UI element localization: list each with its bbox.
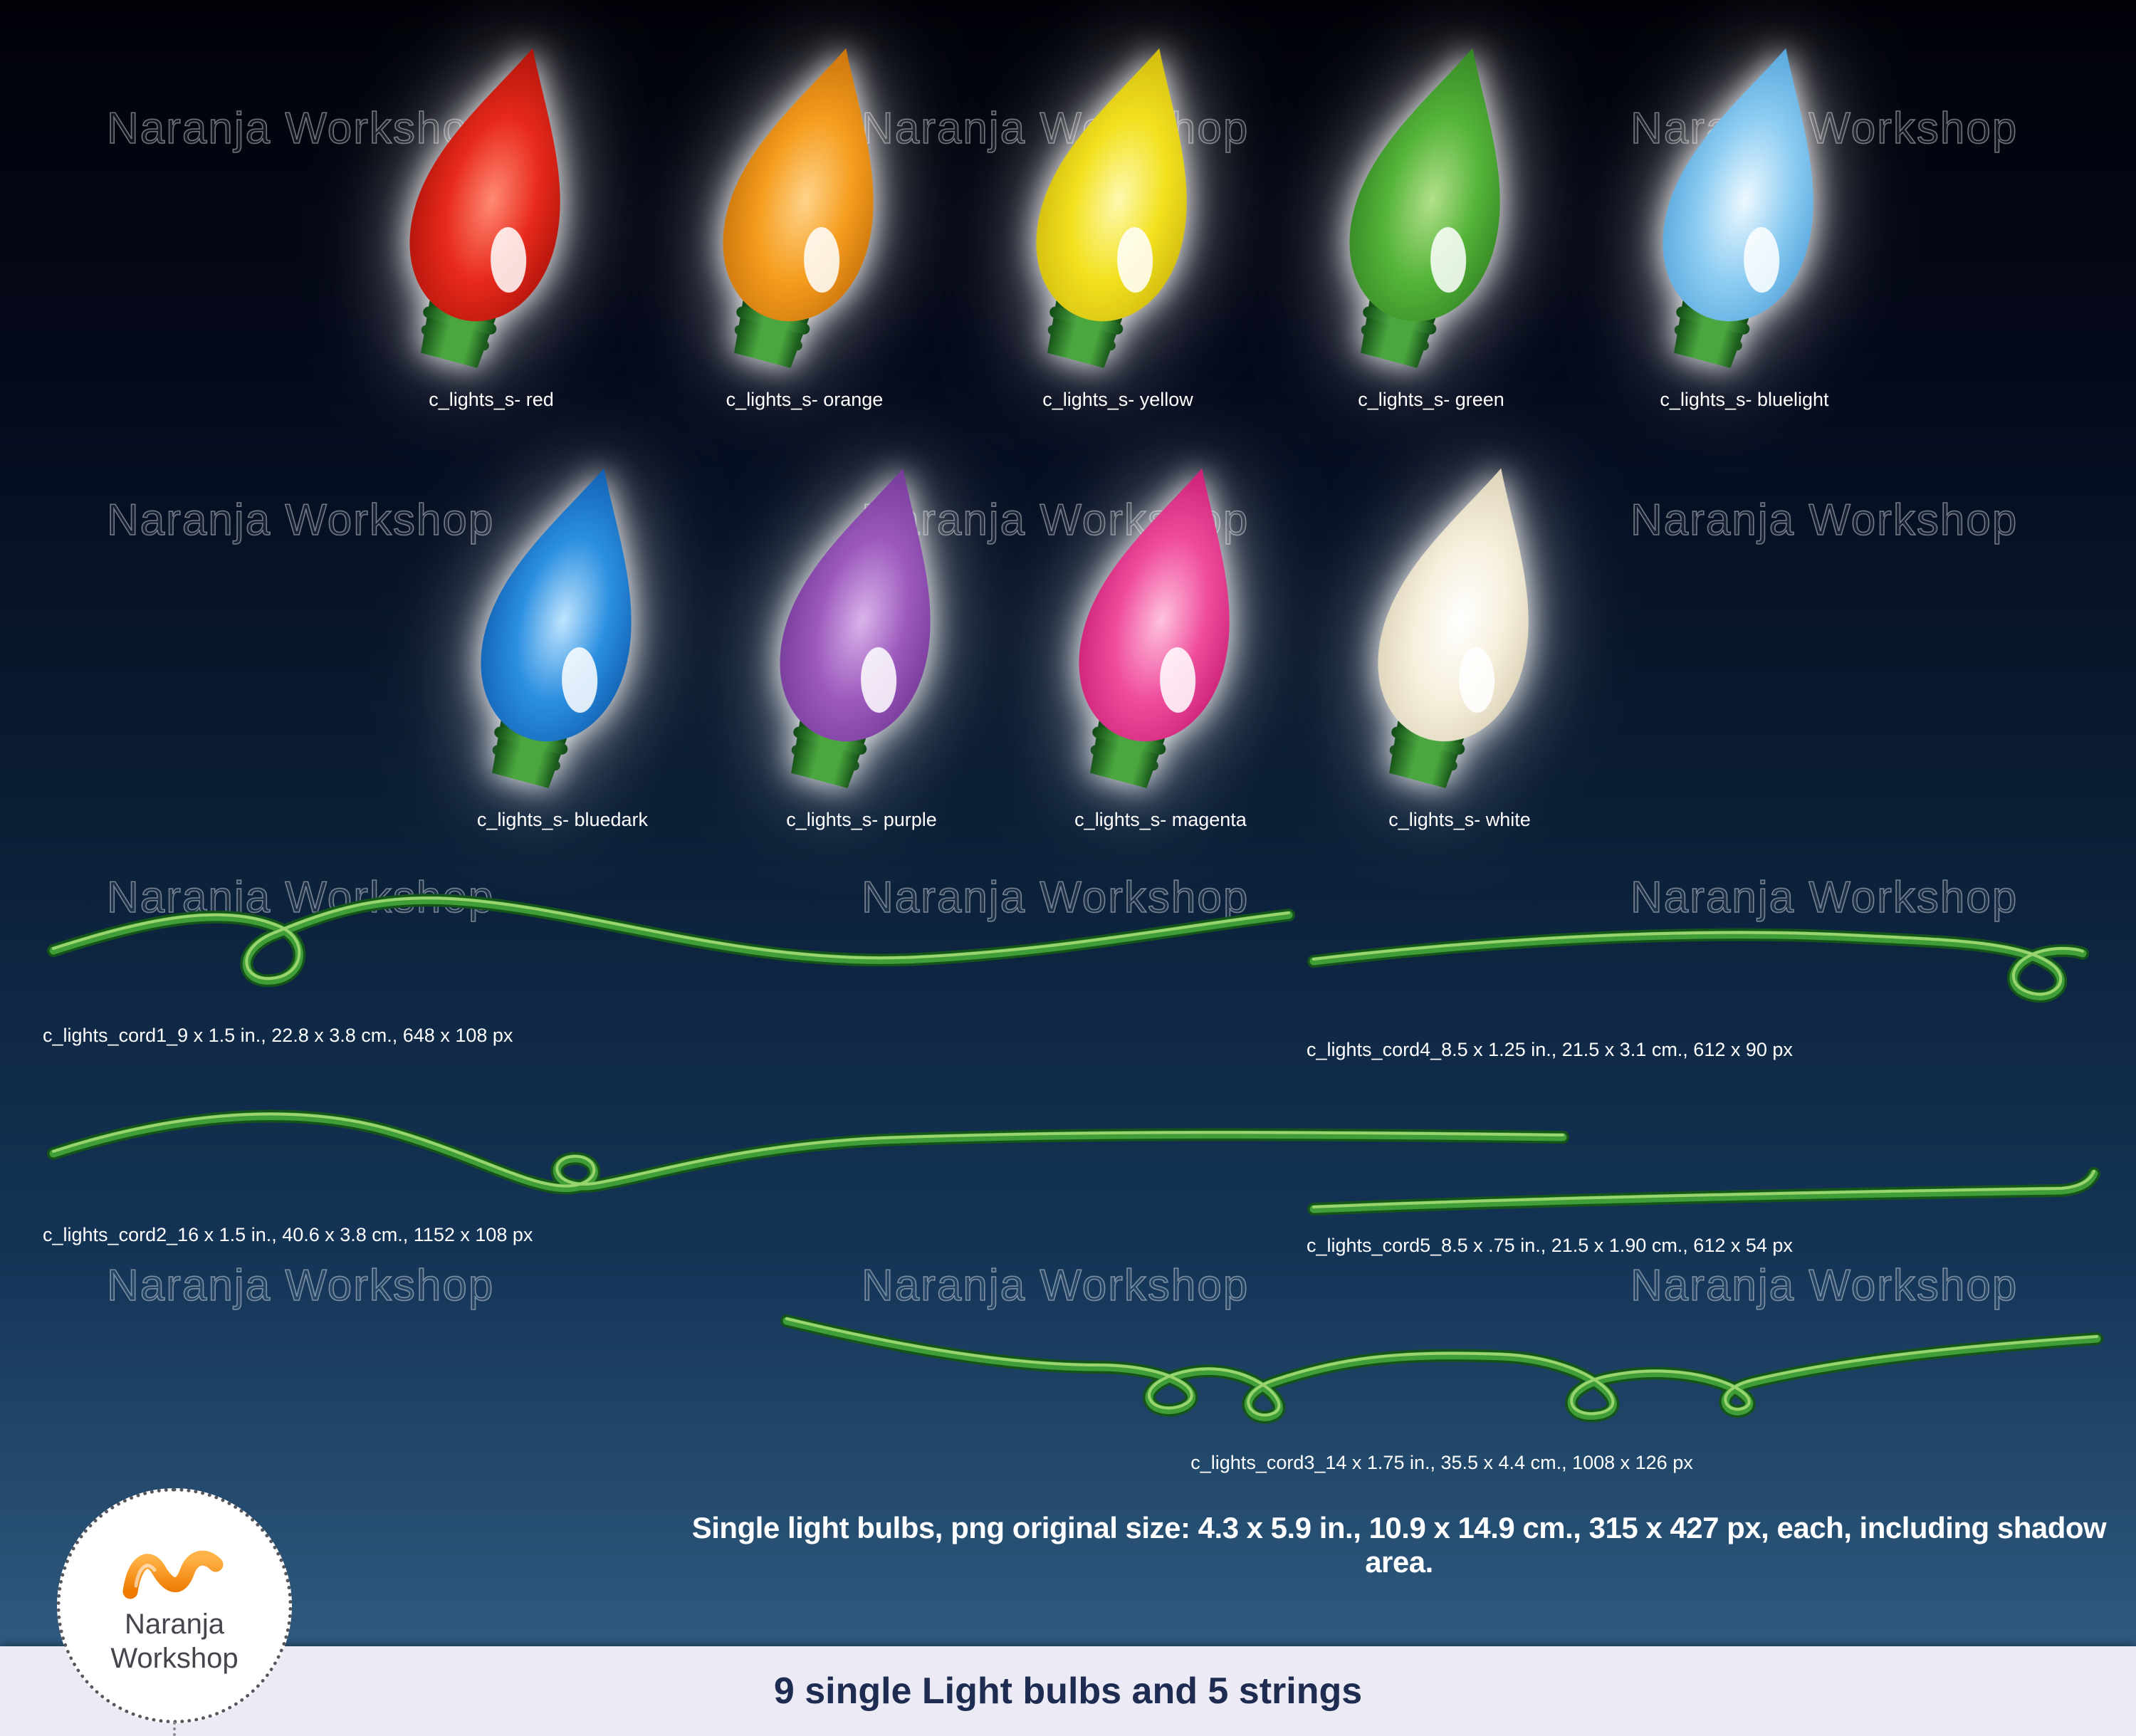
bulb-highlight [562, 647, 598, 713]
cord2-block: c_lights_cord2_16 x 1.5 in., 40.6 x 3.8 … [43, 1093, 1574, 1246]
bulb-label: c_lights_s- bluedark [476, 809, 649, 830]
logo-dotted-tail [173, 1722, 176, 1736]
bulb-highlight [1117, 226, 1153, 293]
cord1-label: c_lights_cord1_9 x 1.5 in., 22.8 x 3.8 c… [43, 1025, 513, 1046]
cord5-graphic [1307, 1168, 2104, 1225]
bulb-glass [1036, 48, 1187, 322]
cord5-block: c_lights_cord5_8.5 x .75 in., 21.5 x 1.9… [1307, 1168, 2104, 1257]
bulb-label: c_lights_s- purple [786, 809, 937, 830]
cord3-graphic [776, 1278, 2108, 1442]
cord2-label: c_lights_cord2_16 x 1.5 in., 40.6 x 3.8 … [43, 1224, 533, 1245]
bulb-graphic [1378, 468, 1529, 788]
cord4-label: c_lights_cord4_8.5 x 1.25 in., 21.5 x 3.… [1307, 1039, 1793, 1060]
watermark-text: Naranja Workshop [1630, 495, 2019, 545]
bulb-highlight [1160, 647, 1196, 713]
bulb-glass [409, 48, 560, 322]
cord1-graphic [43, 872, 1296, 1015]
bulb-8: c_lights_s- white [1324, 456, 1595, 831]
watermark-text: Naranja Workshop [106, 1260, 495, 1311]
bulb-3: c_lights_s- green [1296, 36, 1566, 411]
bulb-label: c_lights_s- orange [726, 389, 884, 410]
cord4-graphic [1307, 894, 2090, 1029]
bulb-label: c_lights_s- magenta [1074, 809, 1247, 830]
bulb-label: c_lights_s- white [1388, 809, 1531, 830]
size-note: Single light bulbs, png original size: 4… [691, 1511, 2107, 1579]
bulb-graphic [409, 48, 560, 368]
cord5-label: c_lights_cord5_8.5 x .75 in., 21.5 x 1.9… [1307, 1235, 1793, 1256]
bulb-label: c_lights_s- yellow [1042, 389, 1193, 410]
bulb-7: c_lights_s- magenta [1025, 456, 1296, 831]
bulb-2: c_lights_s- yellow [983, 36, 1253, 411]
bulb-glass [1349, 48, 1500, 322]
bulb-glass [723, 48, 874, 322]
bulb-label: c_lights_s- green [1358, 389, 1504, 410]
bulb-4: c_lights_s- bluelight [1609, 36, 1880, 411]
footer-bar: 9 single Light bulbs and 5 strings [0, 1646, 2136, 1736]
bulb-6: c_lights_s- purple [726, 456, 997, 831]
logo-name-line1: Naranja [124, 1609, 225, 1641]
bulb-glass [481, 468, 632, 742]
logo-name-line2: Workshop [110, 1642, 239, 1674]
logo-badge: Naranja Workshop [57, 1488, 292, 1723]
bulb-highlight [1744, 226, 1780, 293]
bulb-glass [780, 468, 931, 742]
bulb-graphic [1079, 468, 1230, 788]
bulb-glass [1663, 48, 1813, 322]
bulb-0: c_lights_s- red [356, 36, 627, 411]
cord1-block: c_lights_cord1_9 x 1.5 in., 22.8 x 3.8 c… [43, 872, 1296, 1047]
cord4-block: c_lights_cord4_8.5 x 1.25 in., 21.5 x 3.… [1307, 894, 2090, 1061]
bulb-graphic [780, 468, 931, 788]
cord3-label: c_lights_cord3_14 x 1.75 in., 35.5 x 4.4… [1190, 1452, 1693, 1473]
bulb-graphic [1663, 48, 1813, 368]
bulb-highlight [804, 226, 840, 293]
bulb-label: c_lights_s- bluelight [1660, 389, 1829, 410]
bulb-glass [1079, 468, 1230, 742]
logo-swoosh-icon [122, 1551, 224, 1599]
bulb-graphic [1349, 48, 1500, 368]
bulb-graphic [1036, 48, 1187, 368]
bulb-graphic [481, 468, 632, 788]
bulb-highlight [1459, 647, 1495, 713]
bulb-highlight [861, 647, 897, 713]
bulb-highlight [1430, 226, 1467, 293]
bulb-highlight [491, 226, 527, 293]
footer-title: 9 single Light bulbs and 5 strings [773, 1670, 1363, 1712]
bulb-1: c_lights_s- orange [669, 36, 940, 411]
bulb-label: c_lights_s- red [429, 389, 554, 410]
bulb-5: c_lights_s- bluedark [427, 456, 698, 831]
bulb-graphic [723, 48, 874, 368]
cord3-block: c_lights_cord3_14 x 1.75 in., 35.5 x 4.4… [776, 1278, 2108, 1474]
bulb-glass [1378, 468, 1529, 742]
bulb-row-top: c_lights_s- red c_lights_s- orange c_light… [356, 36, 1880, 411]
bulb-row-bottom: c_lights_s- bluedark c_lights_s- purple c_… [427, 456, 1595, 831]
